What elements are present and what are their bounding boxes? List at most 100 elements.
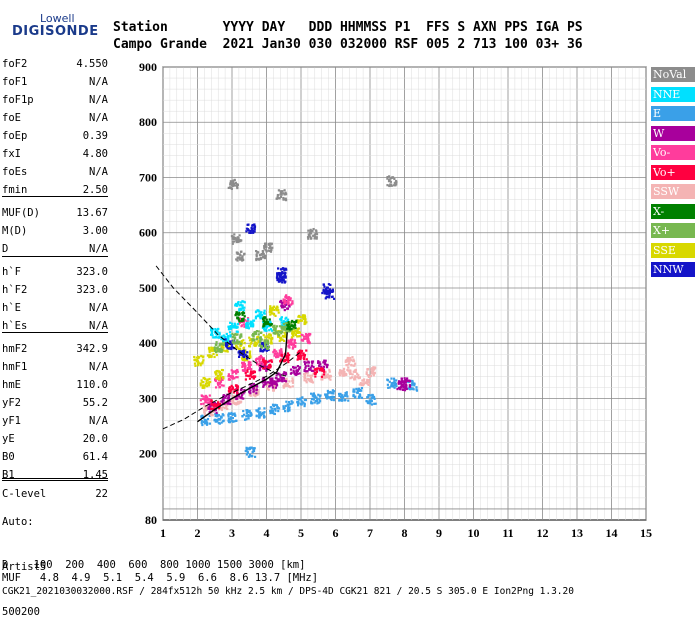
data-point: [261, 318, 265, 321]
data-point: [227, 390, 231, 393]
data-point: [241, 257, 244, 260]
data-point: [270, 379, 273, 382]
data-point: [202, 359, 205, 362]
data-point: [331, 389, 334, 392]
data-point: [272, 332, 275, 335]
data-point: [307, 339, 310, 342]
data-point: [408, 380, 412, 383]
data-point: [220, 346, 223, 349]
data-point: [228, 331, 232, 334]
data-point: [264, 383, 267, 386]
data-point: [286, 410, 289, 413]
data-point: [226, 407, 229, 411]
data-point: [227, 420, 231, 423]
data-point: [230, 384, 233, 387]
data-point: [390, 377, 393, 380]
data-point: [230, 343, 234, 346]
data-point: [310, 400, 313, 403]
param-name: hmE: [2, 379, 21, 391]
data-point: [217, 404, 220, 407]
data-point: [312, 369, 315, 373]
data-point: [288, 353, 291, 357]
data-point: [263, 340, 266, 343]
data-point: [231, 240, 234, 243]
data-point: [338, 399, 341, 402]
data-point: [286, 300, 289, 303]
data-point: [252, 376, 255, 379]
data-point: [282, 306, 285, 309]
data-point: [354, 395, 357, 398]
data-point: [248, 350, 252, 353]
data-point: [284, 191, 287, 194]
data-point: [259, 411, 262, 414]
data-point: [287, 359, 290, 362]
data-point: [206, 385, 209, 388]
data-point: [287, 345, 290, 348]
data-point: [298, 314, 301, 318]
data-point: [292, 331, 296, 334]
data-point: [301, 314, 305, 317]
data-point: [239, 308, 242, 311]
data-point: [341, 374, 344, 377]
data-point: [281, 281, 284, 284]
data-point: [363, 378, 366, 381]
data-point: [236, 330, 239, 333]
data-point: [284, 317, 287, 320]
data-point: [264, 248, 267, 251]
data-point: [240, 301, 243, 304]
data-point: [282, 320, 285, 323]
data-point: [231, 375, 234, 378]
data-point: [322, 370, 325, 373]
data-point: [354, 375, 357, 378]
data-point: [276, 275, 279, 278]
param-value: N/A: [89, 302, 108, 314]
data-point: [239, 396, 242, 399]
data-point: [303, 373, 306, 376]
data-point: [275, 380, 278, 383]
data-point: [313, 237, 316, 240]
data-point: [238, 396, 241, 400]
data-point: [210, 399, 213, 402]
data-point: [208, 401, 211, 404]
param-value: N/A: [89, 361, 108, 373]
data-point: [329, 378, 332, 381]
data-point: [314, 375, 317, 378]
data-point: [268, 381, 271, 385]
data-point: [276, 354, 279, 357]
data-point: [251, 229, 254, 232]
data-point: [248, 446, 252, 449]
data-point: [272, 351, 275, 354]
data-point: [235, 311, 238, 314]
data-point: [362, 382, 365, 385]
data-point: [280, 306, 284, 309]
data-point: [227, 417, 230, 420]
data-point: [203, 418, 206, 422]
data-point: [345, 372, 348, 376]
data-point: [349, 369, 352, 372]
data-point: [306, 334, 309, 337]
param-name: yF1: [2, 415, 21, 427]
data-point: [287, 400, 291, 404]
data-point: [206, 421, 209, 424]
param-name: foE: [2, 112, 21, 124]
lowell-logo-line1: Lowell: [40, 12, 75, 25]
data-point: [328, 288, 332, 291]
data-point: [199, 382, 202, 385]
data-point: [257, 390, 260, 393]
data-point: [269, 409, 272, 413]
data-point: [287, 299, 291, 302]
data-point: [231, 184, 234, 188]
data-point: [309, 237, 313, 240]
data-point: [332, 395, 336, 399]
data-point: [315, 370, 318, 374]
data-point: [367, 375, 370, 378]
data-point: [227, 337, 230, 340]
data-point: [280, 321, 283, 324]
data-point: [411, 383, 414, 386]
data-point: [309, 376, 313, 380]
data-point: [340, 371, 344, 375]
data-point: [251, 223, 254, 227]
data-point: [413, 382, 416, 385]
data-point: [217, 408, 221, 411]
data-point: [325, 397, 329, 400]
